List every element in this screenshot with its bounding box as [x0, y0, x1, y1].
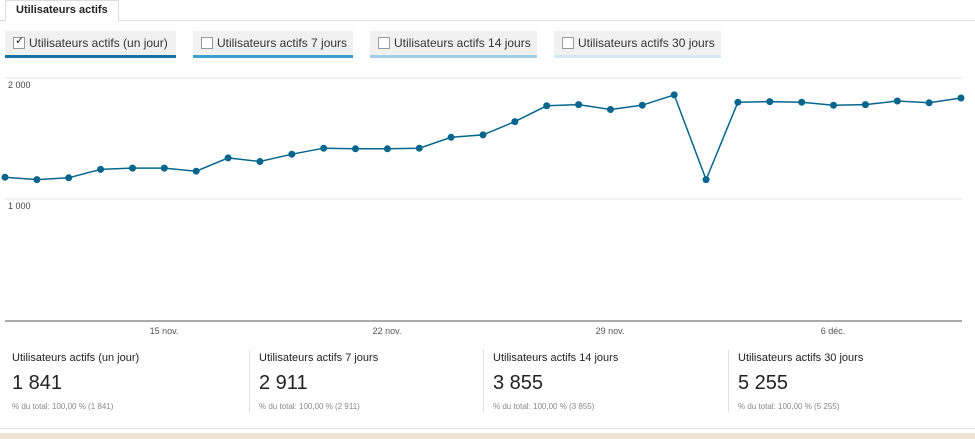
data-point[interactable] — [224, 154, 232, 162]
checkbox-7-days[interactable] — [201, 37, 213, 49]
data-point[interactable] — [352, 145, 359, 153]
stat-1-day: Utilisateurs actifs (un jour) 1 841 % du… — [12, 338, 242, 416]
data-point[interactable] — [97, 165, 105, 173]
data-point[interactable] — [670, 91, 678, 99]
x-tick-label: 15 nov. — [150, 326, 179, 336]
data-point[interactable] — [607, 106, 614, 113]
data-point[interactable] — [638, 101, 646, 109]
data-point[interactable] — [830, 101, 837, 109]
data-point[interactable] — [447, 133, 455, 141]
data-point[interactable] — [320, 144, 328, 152]
metric-toggle-7-days[interactable]: Utilisateurs actifs 7 jours — [193, 31, 353, 58]
data-point[interactable] — [288, 150, 296, 158]
data-point[interactable] — [383, 145, 391, 153]
tab-bar: Utilisateurs actifs — [0, 0, 975, 22]
data-point[interactable] — [543, 102, 551, 110]
metric-toggle-label: Utilisateurs actifs (un jour) — [29, 36, 168, 50]
data-point[interactable] — [798, 98, 806, 106]
y-tick-label: 1 000 — [8, 201, 31, 211]
data-point[interactable] — [65, 174, 73, 182]
stat-divider — [728, 350, 729, 412]
metric-toggle-label: Utilisateurs actifs 7 jours — [217, 36, 348, 50]
x-tick-label: 6 déc. — [821, 326, 846, 336]
data-point[interactable] — [511, 118, 519, 126]
metric-toggle-1-day[interactable]: ✓ Utilisateurs actifs (un jour) — [5, 31, 176, 58]
stat-7-days: Utilisateurs actifs 7 jours 2 911 % du t… — [259, 338, 479, 416]
data-point[interactable] — [861, 101, 869, 109]
stat-label: Utilisateurs actifs 30 jours — [738, 352, 864, 364]
data-point[interactable] — [129, 164, 136, 172]
data-point[interactable] — [192, 167, 200, 175]
data-point[interactable] — [702, 176, 710, 184]
stat-30-days: Utilisateurs actifs 30 jours 5 255 % du … — [738, 338, 968, 416]
stat-divider — [249, 350, 250, 412]
metric-toggle-14-days[interactable]: Utilisateurs actifs 14 jours — [370, 31, 537, 58]
data-point[interactable] — [766, 98, 774, 106]
data-point[interactable] — [1, 173, 9, 181]
stat-value: 1 841 — [12, 372, 63, 394]
stat-label: Utilisateurs actifs (un jour) — [12, 352, 140, 364]
checkbox-1-day[interactable]: ✓ — [13, 35, 25, 49]
data-point[interactable] — [734, 98, 742, 106]
data-point[interactable] — [957, 94, 965, 102]
data-point[interactable] — [256, 158, 264, 165]
stat-label: Utilisateurs actifs 14 jours — [493, 352, 619, 364]
data-point[interactable] — [415, 144, 423, 152]
data-point[interactable] — [160, 164, 168, 172]
stat-percent: % du total: 100,00 % (5 255) — [738, 402, 840, 411]
data-point[interactable] — [575, 101, 583, 109]
data-point[interactable] — [33, 176, 41, 184]
stat-percent: % du total: 100,00 % (2 911) — [259, 402, 360, 411]
data-point[interactable] — [893, 97, 901, 105]
summary-stats: Utilisateurs actifs (un jour) 1 841 % du… — [0, 338, 975, 429]
stat-percent: % du total: 100,00 % (1 841) — [12, 402, 114, 411]
data-points — [1, 91, 965, 184]
data-point[interactable] — [925, 99, 933, 107]
x-tick-label: 29 nov. — [596, 326, 625, 336]
tab-active-users[interactable]: Utilisateurs actifs — [5, 0, 119, 22]
stat-percent: % du total: 100,00 % (3 855) — [493, 402, 595, 411]
stat-value: 5 255 — [738, 372, 789, 394]
stat-value: 3 855 — [493, 372, 544, 394]
data-point[interactable] — [479, 131, 487, 139]
line-chart: 2 000 1 000 15 nov. 22 nov. 29 nov. 6 dé… — [1, 77, 965, 336]
metric-toggle-30-days[interactable]: Utilisateurs actifs 30 jours — [554, 31, 721, 58]
stat-label: Utilisateurs actifs 7 jours — [259, 352, 379, 364]
x-tick-label: 22 nov. — [373, 326, 402, 336]
checkbox-14-days[interactable] — [378, 37, 390, 49]
y-tick-label: 2 000 — [8, 80, 31, 90]
stat-14-days: Utilisateurs actifs 14 jours 3 855 % du … — [493, 338, 723, 416]
metric-toggle-label: Utilisateurs actifs 30 jours — [578, 36, 715, 50]
checkmark-icon: ✓ — [15, 35, 25, 47]
stat-divider — [483, 350, 484, 412]
metric-toggle-label: Utilisateurs actifs 14 jours — [394, 36, 531, 50]
checkbox-30-days[interactable] — [562, 37, 574, 49]
bottom-band — [0, 433, 975, 439]
stat-value: 2 911 — [259, 372, 308, 394]
